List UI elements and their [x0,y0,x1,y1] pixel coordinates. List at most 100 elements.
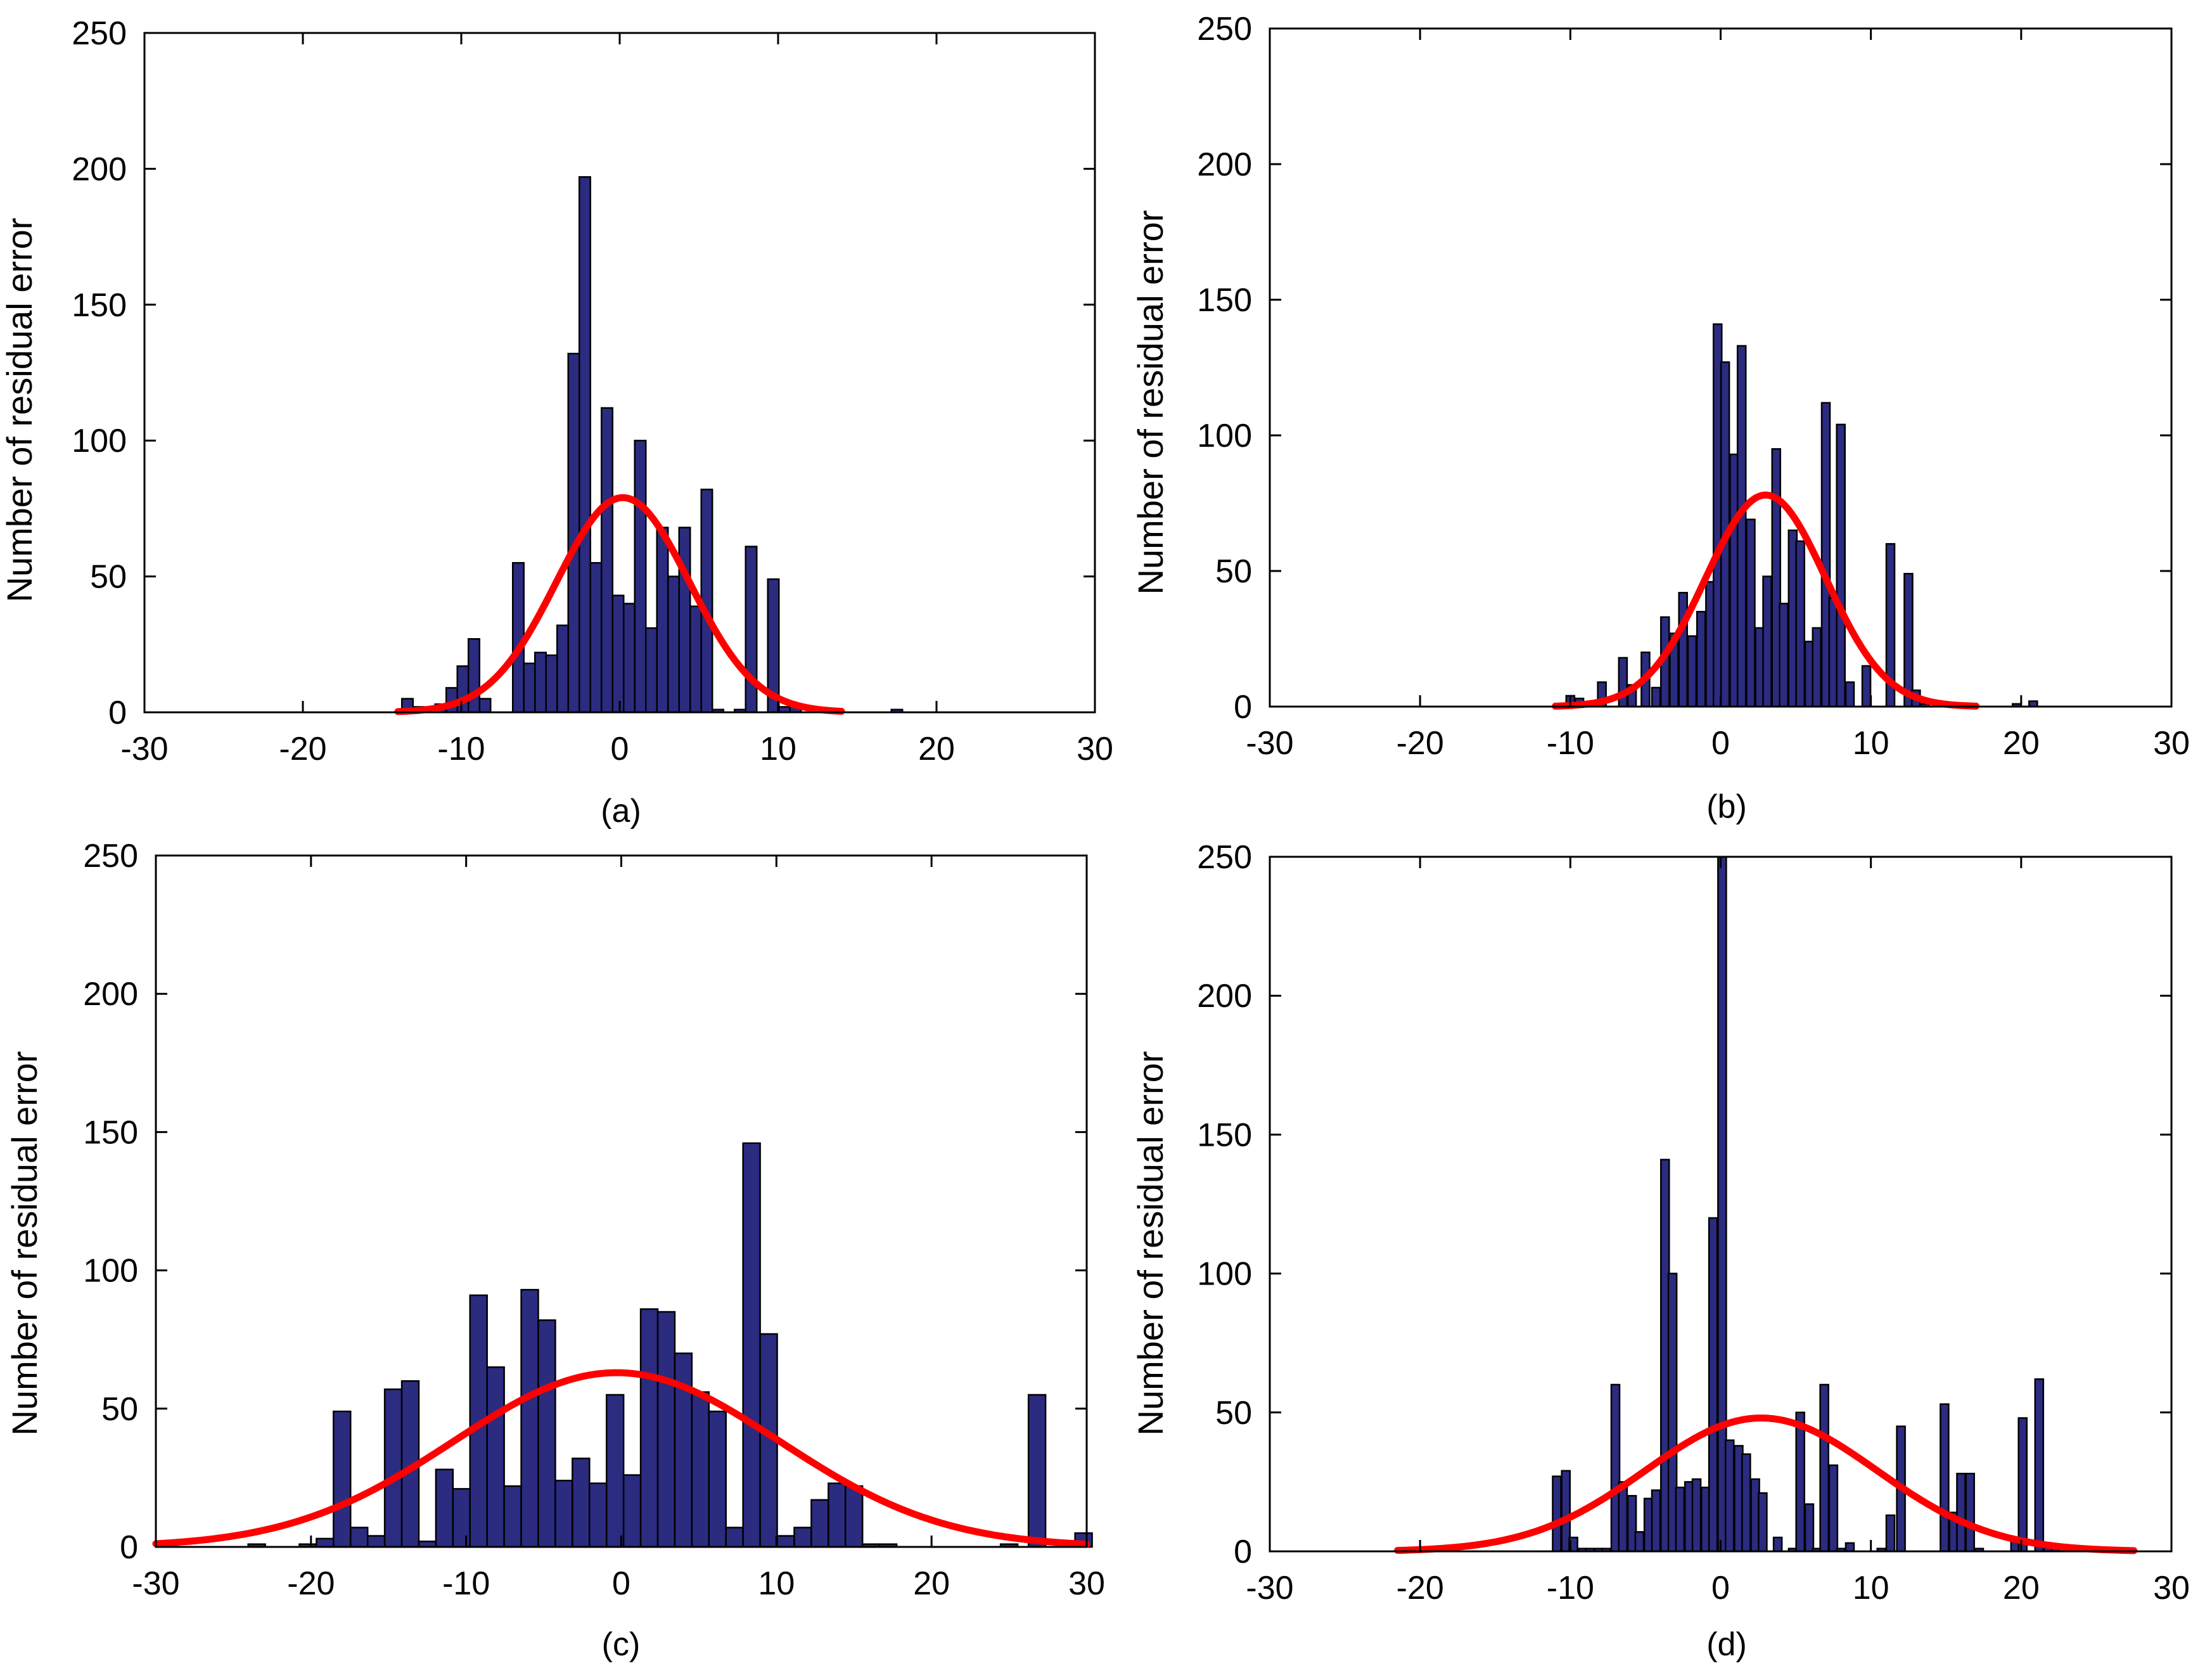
panel-d-ytick-label-3: 150 [1197,1117,1252,1153]
panel-b-bar-17 [1746,518,1756,708]
panel-b-bar-28 [1836,423,1846,708]
panel-a-bars [401,176,904,714]
panel-b-bar-11 [1696,610,1706,708]
panel-c-fit-curve [152,1369,1090,1548]
panel-d-xtick-label-5: 20 [2003,1570,2040,1606]
panel-a: Number of residual error (a) -30 -20 -10 0 1… [0,15,1113,830]
panel-c-ytick-label-2: 100 [83,1253,138,1290]
panel-a-bar-13 [579,176,591,714]
panel-d-bar-40 [1956,1473,1966,1553]
panel-c-bar-18 [589,1482,608,1548]
panel-a-ytick-label-2: 100 [72,423,127,459]
panel-d-xtick-label-4: 10 [1853,1570,1889,1606]
panel-d-ytick-label-4: 200 [1197,978,1252,1015]
panel-d-xtick-label-0: -30 [1246,1570,1293,1606]
panel-c-bar-27 [742,1142,761,1548]
panel-a-xtick-label-4: 10 [760,731,796,767]
panel-b-bar-6 [1651,686,1661,708]
panel-d-bar-41 [1965,1473,1975,1553]
panel-d-ylabel: Number of residual error [1130,1051,1170,1436]
panel-b-bar-29 [1844,681,1855,708]
panel-d-ytick-label-1: 50 [1215,1395,1252,1432]
panel-b-ytick-label-3: 150 [1197,282,1252,319]
panel-c-bar-13 [503,1485,522,1548]
panel-b-ytick-label-1: 50 [1215,553,1252,590]
panel-b-xtick-label-1: -20 [1397,725,1444,762]
panel-d-xtick-label-2: -10 [1547,1570,1594,1606]
panel-a-bar-19 [645,627,658,714]
panel-b-ytick-label-0: 0 [1234,689,1252,726]
panel-c-xtick-label-1: -20 [287,1565,335,1602]
panel-c-bars [247,1142,1093,1548]
panel-c-bar-25 [708,1410,727,1548]
panel-a-bar-5 [468,638,480,714]
panel-c-xtick-label-5: 20 [913,1565,950,1602]
panel-d-bar-45 [2034,1378,2045,1553]
panel-d-ytick-label-0: 0 [1234,1534,1252,1570]
panel-a-ylabel: Number of residual error [0,218,39,603]
panel-c-bar-16 [554,1480,573,1548]
panel-c-xtick-label-2: -10 [442,1565,490,1602]
panel-c-bar-37 [1027,1394,1047,1548]
panel-d-bar-15 [1675,1486,1685,1553]
panel-a-bar-18 [634,439,647,714]
panel-d-bar-26 [1772,1536,1783,1553]
panel-a-bar-10 [545,654,558,714]
panel-b: Number of residual error (b) -30 -20 -10 0 1… [1130,11,2190,825]
panel-c-bar-2 [316,1537,335,1548]
panel-d-caption: (d) [1706,1626,1747,1663]
panel-b-bar-10 [1687,635,1697,708]
panel-a-xtick-label-0: -30 [120,731,168,767]
panel-a-fit-curve [394,494,845,715]
panel-b-xtick-label-6: 30 [2153,725,2190,762]
panel-b-ytick-label-5: 250 [1197,11,1252,48]
panel-d-bar-25 [1758,1492,1768,1553]
panel-b-bar-21 [1779,603,1789,708]
panel-d-bar-36 [1885,1514,1896,1553]
panel-b-xtick-label-2: -10 [1547,725,1594,762]
panel-d: Number of residual error (d) -30 -20 -10 0 1… [1130,839,2190,1663]
panel-b-bar-19 [1762,575,1772,708]
panel-c-bar-3 [333,1410,352,1548]
panel-d-bar-28 [1795,1411,1805,1553]
panel-c-bar-4 [350,1527,369,1548]
panel-d-fit-curve [1394,1414,2138,1555]
panel-c-bar-31 [810,1499,829,1548]
panel-a-xtick-label-1: -20 [279,731,326,767]
panel-b-bar-32 [1903,573,1914,708]
panel-c-ytick-label-1: 50 [101,1391,138,1428]
panel-c-bar-17 [572,1458,591,1548]
panel-c-bar-22 [656,1311,676,1548]
panel-c-ytick-label-5: 250 [83,838,138,875]
panel-c-bar-24 [691,1391,710,1548]
panel-d-bar-23 [1741,1453,1751,1553]
panel-c-xtick-label-4: 10 [758,1565,795,1602]
panel-a-bar-27 [745,546,758,714]
panel-b-bar-9 [1678,591,1688,708]
panel-d-bar-38 [1940,1403,1950,1553]
panel-a-xtick-label-6: 30 [1077,731,1113,767]
panel-a-bar-17 [623,603,636,714]
panel-c-bar-30 [793,1527,812,1548]
panel-a-ytick-label-5: 250 [72,15,127,52]
panel-b-bar-16 [1736,345,1747,708]
panel-b-bar-23 [1795,540,1805,708]
panel-a-bar-15 [601,407,613,714]
panel-b-xtick-label-0: -30 [1246,725,1293,762]
panel-b-ylabel: Number of residual error [1130,210,1170,595]
panel-a-ytick-label-4: 200 [72,151,127,188]
panel-d-bar-17 [1691,1478,1702,1553]
panel-c-bar-10 [452,1488,471,1548]
panel-b-bar-30 [1861,665,1872,708]
panel-a-ytick-label-1: 50 [90,559,127,596]
panel-a-bar-9 [534,651,547,714]
panel-c-caption: (c) [602,1626,641,1663]
panel-d-bar-44 [2017,1417,2028,1553]
panel-c-bar-26 [725,1527,744,1548]
panel-d-ytick-label-2: 100 [1197,1256,1252,1293]
panel-b-fit-curve [1552,491,1980,710]
panel-c-bar-21 [639,1308,659,1548]
panel-c-xtick-label-6: 30 [1068,1565,1105,1602]
